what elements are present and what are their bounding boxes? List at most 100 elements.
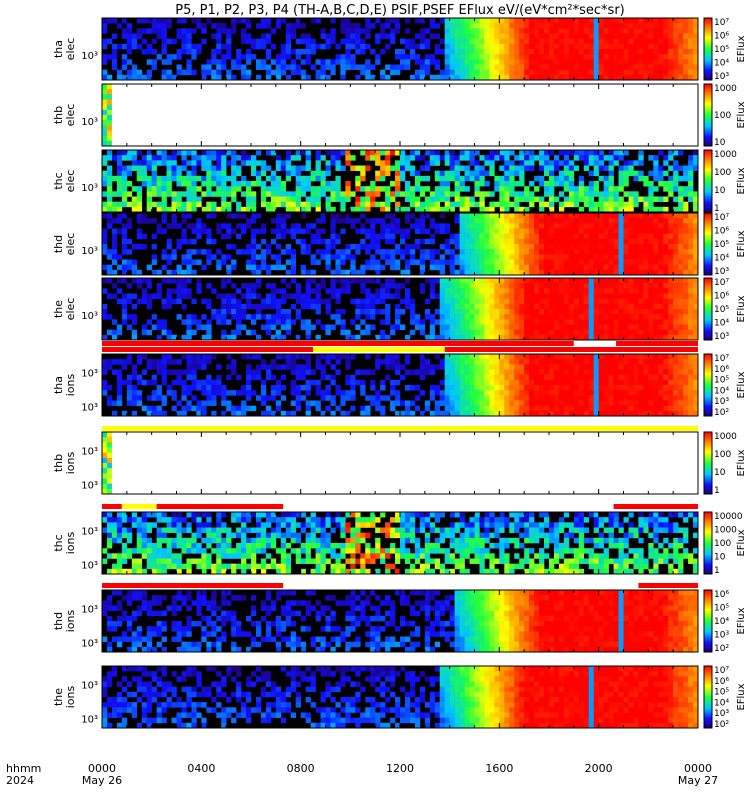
- spectrogram-cell: [270, 390, 277, 396]
- spectrogram-cell: [464, 385, 470, 391]
- spectrogram-cell: [166, 334, 172, 341]
- spectrogram-cell: [305, 359, 311, 365]
- spectrogram-cell: [509, 293, 515, 299]
- spectrogram-cell: [330, 314, 336, 320]
- spectrogram-cell: [102, 155, 108, 161]
- spectrogram-cell: [295, 54, 301, 60]
- spectrogram-cell: [464, 223, 470, 229]
- spectrogram-cell: [509, 160, 515, 166]
- spectrogram-cell: [444, 395, 450, 401]
- spectrogram-cell: [404, 298, 411, 305]
- spectrogram-cell: [638, 223, 644, 229]
- spectrogram-cell: [658, 150, 664, 156]
- spectrogram-cell: [529, 278, 535, 284]
- spectrogram-cell: [603, 165, 609, 171]
- colorbar: [703, 212, 713, 276]
- spectrogram-cell: [464, 244, 470, 250]
- spectrogram-cell: [454, 379, 460, 386]
- spectrogram-cell: [479, 33, 485, 39]
- spectrogram-cell: [231, 74, 237, 81]
- spectrogram-cell: [365, 314, 371, 320]
- spectrogram-cell: [251, 238, 257, 245]
- spectrogram-cell: [419, 364, 426, 370]
- spectrogram-cell: [653, 69, 659, 76]
- spectrogram-cell: [593, 269, 599, 276]
- spectrogram-cell: [429, 155, 436, 161]
- spectrogram-cell: [345, 213, 351, 219]
- spectrogram-cell: [529, 269, 535, 276]
- spectrogram-cell: [330, 254, 336, 260]
- spectrogram-cell: [310, 38, 316, 45]
- spectrogram-cell: [578, 49, 585, 55]
- spectrogram-cell: [181, 238, 187, 245]
- spectrogram-cell: [653, 278, 659, 284]
- spectrogram-cell: [241, 400, 247, 406]
- spectrogram-cell: [320, 213, 326, 219]
- spectrogram-cell: [514, 238, 520, 245]
- spectrogram-cell: [280, 395, 287, 401]
- spectrogram-cell: [628, 233, 634, 240]
- spectrogram-cell: [653, 49, 659, 55]
- spectrogram-cell: [176, 283, 182, 289]
- spectrogram-cell: [578, 283, 585, 289]
- spectrogram-cell: [544, 69, 550, 76]
- spectrogram-cell: [201, 74, 207, 81]
- spectrogram-cell: [648, 69, 654, 76]
- spectrogram-cell: [509, 223, 515, 229]
- spectrogram-cell: [544, 38, 550, 45]
- spectrogram-cell: [673, 334, 679, 341]
- spectrogram-cell: [494, 218, 500, 224]
- spectrogram-cell: [260, 410, 267, 417]
- spectrogram-cell: [206, 385, 212, 391]
- spectrogram-cell: [489, 278, 495, 284]
- spectrogram-cell: [608, 228, 614, 234]
- spectrogram-cell: [633, 196, 639, 202]
- spectrogram-cell: [246, 49, 252, 55]
- spectrogram-cell: [280, 228, 287, 234]
- spectrogram-cell: [549, 28, 555, 34]
- spectrogram-cell: [469, 334, 475, 341]
- spectrogram-cell: [380, 359, 386, 365]
- spectrogram-cell: [355, 196, 361, 202]
- spectrogram-cell: [260, 59, 267, 65]
- spectrogram-cell: [320, 191, 326, 197]
- spectrogram-cell: [370, 324, 376, 330]
- spectrogram-cell: [603, 314, 609, 320]
- spectrogram-cell: [111, 244, 118, 250]
- spectrogram-cell: [395, 54, 401, 60]
- spectrogram-cell: [295, 400, 301, 406]
- spectrogram-cell: [370, 23, 376, 29]
- spectrogram-cell: [653, 334, 659, 341]
- spectrogram-cell: [370, 385, 376, 391]
- spectrogram-cell: [444, 64, 450, 70]
- spectrogram-cell: [489, 64, 495, 70]
- spectrogram-cell: [628, 244, 634, 250]
- spectrogram-cell: [295, 64, 301, 70]
- spectrogram-cell: [494, 155, 500, 161]
- spectrogram-cell: [161, 228, 167, 234]
- spectrogram-cell: [688, 175, 694, 182]
- spectrogram-cell: [280, 191, 287, 197]
- spectrogram-cell: [618, 288, 624, 294]
- spectrogram-cell: [653, 54, 659, 60]
- spectrogram-cell: [151, 359, 157, 365]
- spectrogram-cell: [151, 254, 157, 260]
- spectrogram-cell: [653, 18, 659, 24]
- spectrogram-cell: [375, 264, 381, 271]
- spectrogram-cell: [553, 324, 560, 330]
- spectrogram-cell: [593, 160, 599, 166]
- spectrogram-cell: [395, 314, 401, 320]
- spectrogram-cell: [628, 298, 634, 305]
- spectrogram-cell: [156, 293, 162, 299]
- spectrogram-cell: [300, 264, 306, 271]
- spectrogram-cell: [260, 385, 267, 391]
- spectrogram-cell: [588, 18, 594, 24]
- spectrogram-cell: [673, 64, 679, 70]
- spectrogram-cell: [395, 160, 401, 166]
- spectrogram-cell: [295, 334, 301, 341]
- spectrogram-cell: [464, 196, 470, 202]
- spectrogram-cell: [166, 165, 172, 171]
- spectrogram-cell: [419, 269, 426, 276]
- spectrogram-cell: [484, 244, 490, 250]
- spectrogram-cell: [380, 334, 386, 341]
